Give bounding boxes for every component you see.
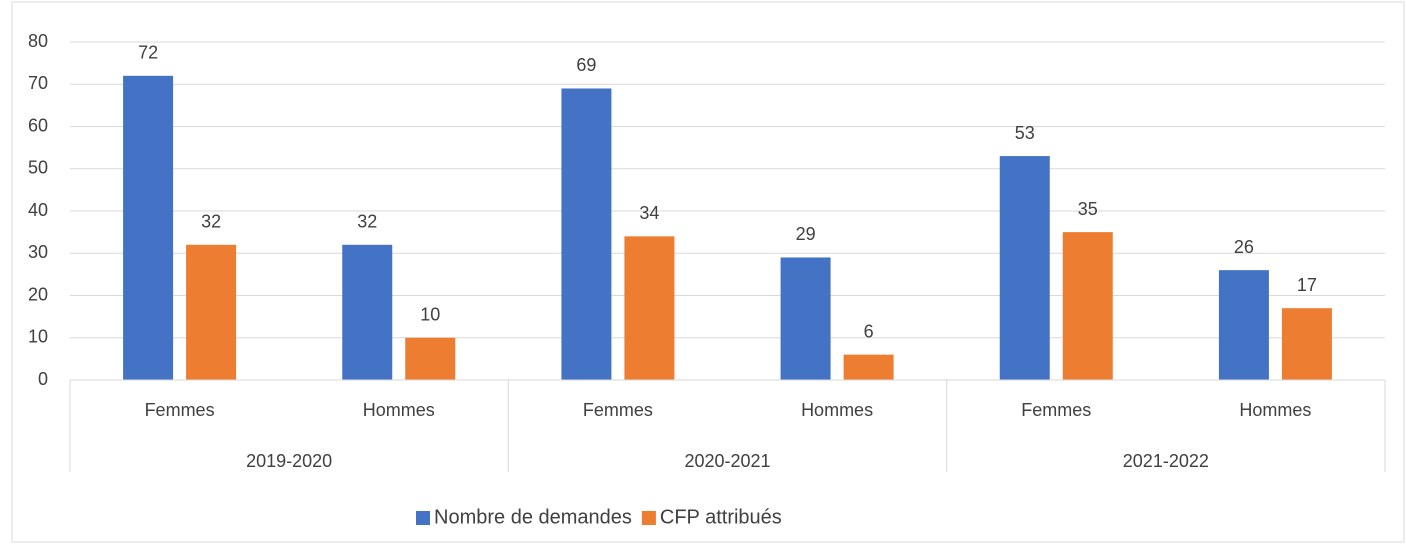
bar bbox=[843, 354, 894, 380]
data-label: 53 bbox=[1015, 123, 1035, 143]
group-label: 2020-2021 bbox=[684, 451, 770, 471]
y-tick-label: 30 bbox=[28, 242, 48, 262]
x-tick-label: Hommes bbox=[1239, 400, 1311, 420]
bar bbox=[405, 337, 456, 380]
data-label: 6 bbox=[864, 321, 874, 341]
group-label: 2021-2022 bbox=[1123, 451, 1209, 471]
x-tick-label: Femmes bbox=[583, 400, 653, 420]
bar bbox=[186, 244, 237, 380]
bar bbox=[1062, 232, 1113, 380]
x-tick-label: Hommes bbox=[801, 400, 873, 420]
data-label: 72 bbox=[138, 43, 158, 63]
bar bbox=[999, 156, 1050, 380]
data-label: 32 bbox=[357, 212, 377, 232]
bar bbox=[1218, 270, 1269, 380]
y-tick-label: 70 bbox=[28, 73, 48, 93]
bar bbox=[1281, 308, 1332, 380]
bar bbox=[123, 75, 174, 381]
data-label: 35 bbox=[1078, 199, 1098, 219]
data-label: 32 bbox=[201, 212, 221, 232]
y-tick-label: 80 bbox=[28, 31, 48, 51]
y-tick-label: 50 bbox=[28, 158, 48, 178]
legend-swatch bbox=[416, 511, 430, 525]
chart-border bbox=[11, 1, 1405, 543]
y-tick-label: 60 bbox=[28, 115, 48, 135]
data-label: 69 bbox=[576, 55, 596, 75]
y-tick-label: 40 bbox=[28, 200, 48, 220]
x-tick-label: Femmes bbox=[145, 400, 215, 420]
group-label: 2019-2020 bbox=[246, 451, 332, 471]
bar bbox=[780, 257, 831, 380]
y-tick-label: 10 bbox=[28, 327, 48, 347]
y-tick-label: 0 bbox=[38, 369, 48, 389]
x-tick-label: Hommes bbox=[363, 400, 435, 420]
legend-swatch bbox=[641, 511, 656, 525]
data-label: 26 bbox=[1234, 237, 1254, 257]
data-label: 29 bbox=[796, 224, 816, 244]
bar bbox=[561, 88, 612, 380]
x-tick-label: Femmes bbox=[1021, 400, 1091, 420]
bar bbox=[342, 244, 393, 380]
data-label: 10 bbox=[420, 305, 440, 325]
legend-label: CFP attribués bbox=[660, 506, 782, 528]
data-label: 34 bbox=[639, 203, 659, 223]
bar bbox=[624, 236, 675, 380]
y-tick-label: 20 bbox=[28, 284, 48, 304]
legend-label: Nombre de demandes bbox=[434, 506, 632, 528]
data-label: 17 bbox=[1297, 275, 1317, 295]
